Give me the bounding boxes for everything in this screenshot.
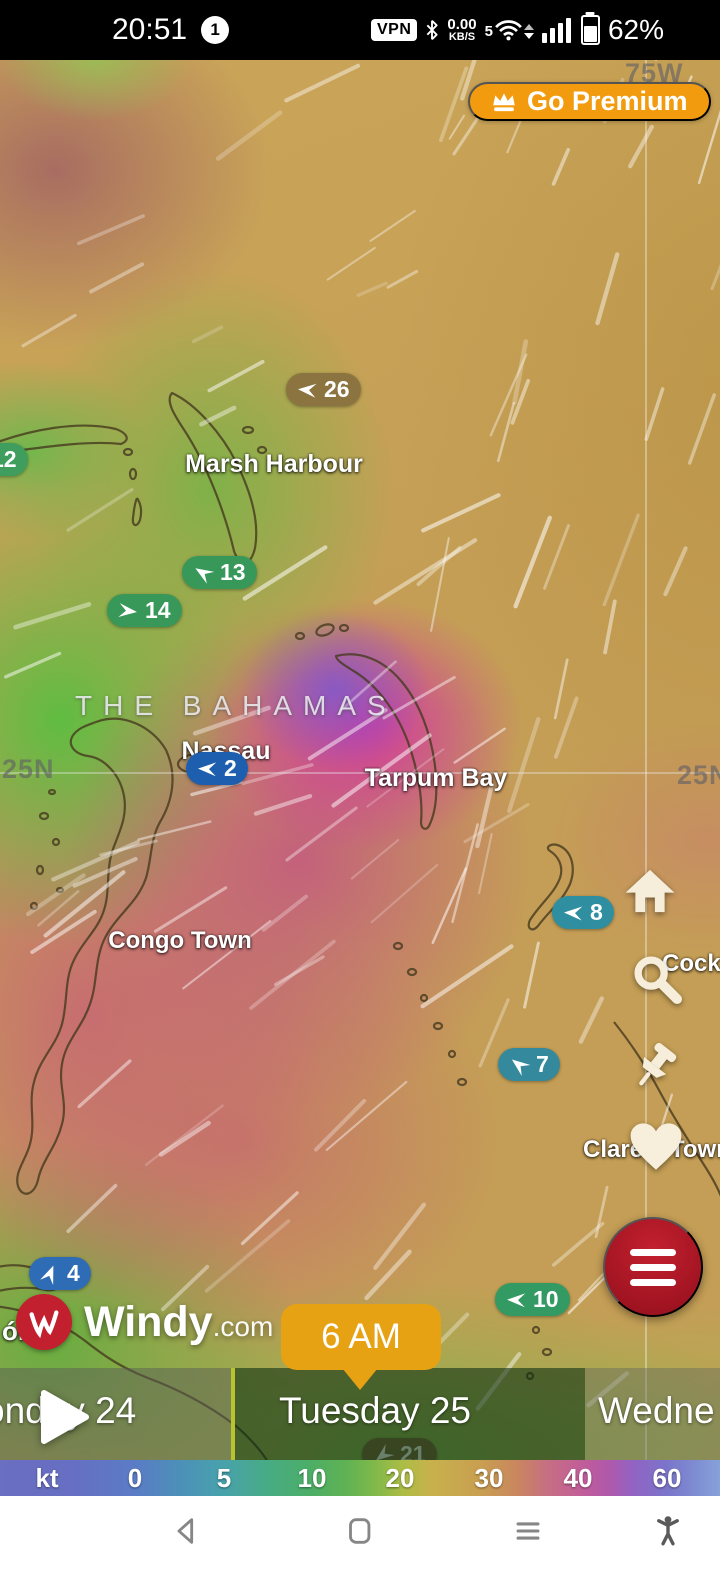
country-label: THE BAHAMAS — [75, 690, 397, 721]
pin-location-icon[interactable] — [626, 1038, 682, 1101]
menu-fab-button[interactable] — [603, 1217, 703, 1317]
time-tooltip-tail — [342, 1368, 378, 1390]
wind-direction-icon — [506, 1291, 527, 1308]
windy-logo-text: Windy .com — [84, 1297, 274, 1346]
timeline-section-tuesday[interactable] — [233, 1368, 585, 1460]
wifi-icon — [495, 19, 522, 41]
legend-tick: 30 — [474, 1463, 504, 1493]
wind-direction-icon — [117, 601, 139, 619]
status-icons: VPN 0.00 KB/S 5 62% — [371, 14, 664, 46]
nav-accessibility-icon[interactable] — [651, 1514, 685, 1553]
parallel-line — [0, 772, 720, 774]
time-tooltip[interactable]: 6 AM — [281, 1304, 441, 1370]
timeline-section-wednesday[interactable] — [585, 1368, 720, 1460]
legend-tick: 60 — [652, 1463, 682, 1493]
latitude-label-right: 25N — [677, 760, 720, 790]
legend-tick: 40 — [563, 1463, 593, 1493]
hamburger-icon — [630, 1248, 676, 1256]
favorite-heart-icon[interactable] — [628, 1120, 684, 1179]
battery-percent: 62% — [607, 14, 664, 45]
network-type: 5 — [484, 22, 493, 40]
data-rate: 0.00 KB/S — [447, 16, 477, 43]
wind-direction-icon — [506, 1052, 532, 1077]
bluetooth-icon — [425, 19, 439, 41]
vpn-badge-icon: VPN — [371, 19, 418, 41]
timeline-now-line — [231, 1368, 235, 1460]
wind-speed-legend[interactable]: kt 0 5 10 20 30 40 60 — [0, 1460, 720, 1496]
wind-report-marker-14[interactable]: 14 — [107, 594, 182, 627]
nav-back-icon[interactable] — [169, 1514, 203, 1553]
wind-report-marker-8[interactable]: 8 — [552, 896, 614, 929]
legend-unit: kt — [35, 1463, 59, 1493]
windy-logo[interactable]: Windy .com — [16, 1294, 273, 1350]
clock: 20:51 — [112, 13, 188, 46]
notification-badge: 1 — [201, 16, 230, 44]
wind-direction-icon — [296, 381, 317, 399]
wind-report-marker-4[interactable]: 4 — [29, 1257, 91, 1290]
wind-report-marker-7[interactable]: 7 — [498, 1048, 560, 1081]
traffic-arrows-icon — [523, 23, 534, 39]
search-location-icon[interactable] — [630, 952, 682, 1009]
home-location-icon[interactable] — [624, 866, 676, 921]
status-bar: 20:51 1 VPN 0.00 KB/S 5 62% — [0, 0, 720, 60]
wind-report-marker-13[interactable]: 13 — [182, 556, 257, 589]
timeline-day-tuesday[interactable]: Tuesday 25 — [279, 1390, 471, 1431]
timeline-day-wednesday[interactable]: Wedne — [598, 1390, 715, 1431]
legend-tick: 0 — [127, 1463, 143, 1493]
latitude-label-left: 25N — [2, 754, 55, 784]
wind-report-marker-2[interactable]: 2 — [186, 752, 248, 785]
place-label-congo-town: Congo Town — [108, 927, 252, 954]
nav-home-icon[interactable] — [342, 1514, 376, 1553]
nav-recents-icon[interactable] — [511, 1514, 545, 1553]
android-nav-bar — [0, 1496, 720, 1584]
place-label-tarpum-bay: Tarpum Bay — [364, 764, 508, 792]
place-label-cockburn: Cockb — [662, 950, 720, 977]
legend-tick: 5 — [216, 1463, 232, 1493]
wind-direction-icon — [190, 560, 215, 584]
play-button[interactable] — [40, 1389, 90, 1450]
battery-icon — [580, 15, 600, 45]
wind-direction-icon — [563, 904, 584, 921]
wifi-indicator: 5 — [484, 19, 534, 41]
wind-report-marker-26[interactable]: 26 — [286, 373, 361, 406]
legend-tick: 20 — [385, 1463, 415, 1493]
place-label-marsh-harbour: Marsh Harbour — [185, 450, 363, 478]
meridian-line — [645, 60, 647, 1460]
wind-direction-icon — [197, 760, 218, 777]
wind-report-marker-10[interactable]: 10 — [495, 1283, 570, 1316]
legend-tick: 10 — [297, 1463, 327, 1493]
go-premium-button[interactable]: Go Premium — [468, 82, 711, 121]
signal-bars-icon — [541, 17, 571, 43]
wind-direction-icon — [39, 1261, 61, 1286]
crown-icon — [491, 91, 517, 113]
windy-logo-icon — [16, 1294, 72, 1350]
